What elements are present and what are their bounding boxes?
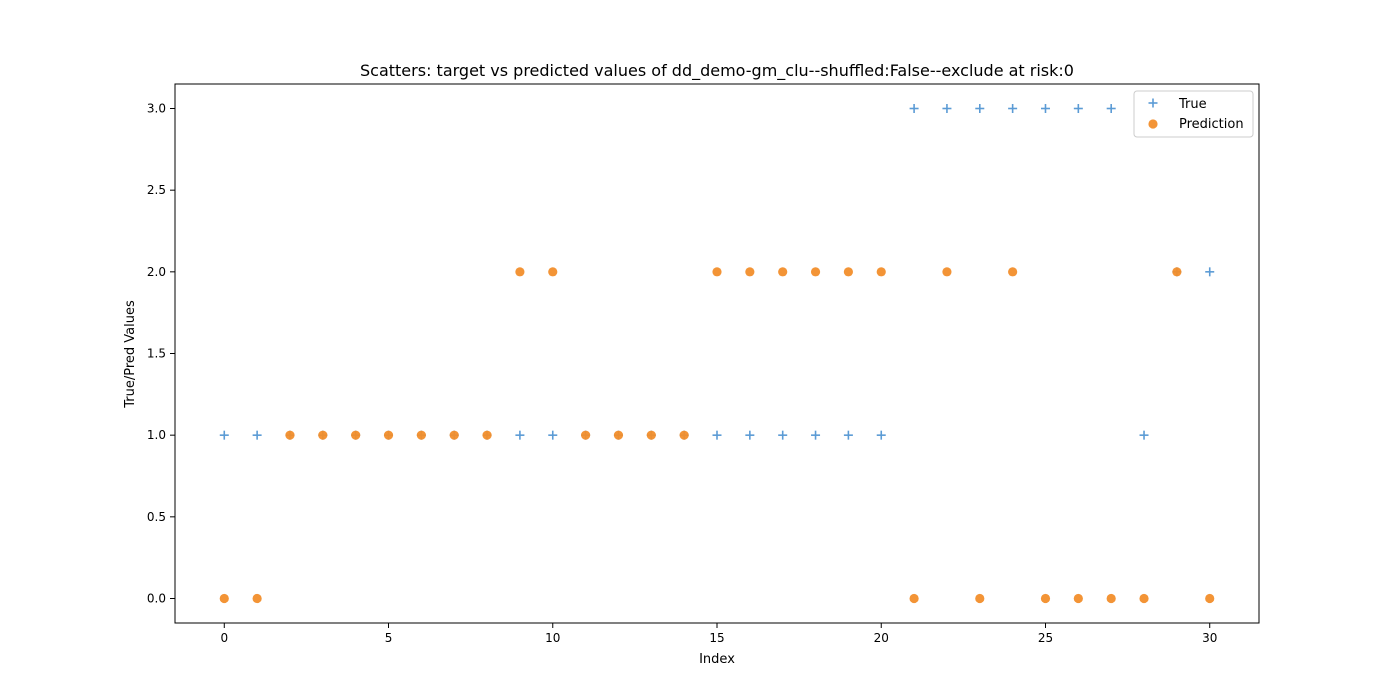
x-axis: 0 5 10 15 20 25 30	[220, 623, 1217, 645]
true-point	[745, 430, 755, 440]
true-point	[843, 430, 853, 440]
prediction-point	[613, 430, 624, 440]
prediction-point	[285, 430, 295, 440]
prediction-point	[679, 430, 689, 440]
true-point	[548, 430, 558, 440]
prediction-point	[581, 430, 591, 440]
true-point	[1106, 104, 1116, 113]
plot-area	[174, 83, 1260, 624]
prediction-point	[745, 267, 755, 277]
prediction-point	[351, 430, 361, 440]
prediction-point	[383, 430, 394, 440]
prediction-point	[1073, 593, 1083, 604]
prediction-point	[1172, 267, 1182, 277]
true-point	[1008, 104, 1018, 113]
legend-label-prediction: Prediction	[1179, 117, 1244, 132]
y-axis: 0.0 0.5 1.0 1.5 2.0 2.5 3.0	[147, 102, 175, 606]
y-axis-label: True/Pred Values	[123, 300, 138, 409]
prediction-point	[318, 430, 328, 440]
prediction-point	[778, 267, 788, 277]
true-point	[909, 104, 919, 113]
x-tick-label: 10	[545, 631, 560, 645]
y-tick-label: 1.0	[147, 428, 166, 442]
prediction-point	[1040, 593, 1051, 604]
legend-plus-icon	[1148, 98, 1158, 108]
true-point	[1139, 430, 1149, 440]
true-point	[1073, 104, 1083, 113]
prediction-point	[219, 593, 229, 604]
prediction-point	[515, 267, 525, 277]
x-tick-label: 30	[1202, 631, 1217, 645]
true-point	[219, 430, 229, 440]
true-point	[876, 430, 886, 440]
y-tick-label: 0.5	[147, 510, 166, 524]
legend-marker-true	[1148, 98, 1158, 108]
series-prediction	[219, 267, 1215, 604]
prediction-point	[843, 267, 853, 277]
prediction-point	[942, 267, 952, 277]
prediction-point	[1139, 593, 1149, 604]
legend-label-true: True	[1178, 97, 1207, 112]
x-tick-label: 15	[709, 631, 724, 645]
true-point	[1040, 104, 1050, 113]
plot-frame	[174, 83, 1260, 624]
true-point	[975, 104, 985, 113]
prediction-point	[876, 267, 886, 277]
legend-box	[1133, 90, 1254, 138]
prediction-point	[646, 430, 656, 440]
prediction-point	[909, 593, 919, 604]
prediction-point	[1205, 593, 1215, 604]
x-tick-label: 20	[874, 631, 889, 645]
legend-circle-icon	[1148, 119, 1158, 129]
prediction-point	[449, 430, 459, 440]
prediction-point	[810, 267, 821, 277]
chart-title: Scatters: target vs predicted values of …	[360, 61, 1074, 81]
true-point	[515, 430, 525, 440]
y-tick-label: 2.5	[147, 183, 166, 197]
y-tick-label: 3.0	[147, 102, 166, 116]
prediction-point	[548, 267, 558, 277]
y-tick-label: 1.5	[147, 347, 166, 361]
legend-marker-prediction	[1148, 119, 1158, 129]
prediction-point	[1106, 593, 1116, 604]
true-point	[712, 430, 722, 440]
prediction-point	[975, 593, 985, 604]
prediction-point	[416, 430, 426, 440]
true-point	[252, 430, 262, 440]
x-tick-label: 25	[1038, 631, 1053, 645]
prediction-point	[252, 593, 262, 604]
legend: True Prediction	[1133, 90, 1254, 138]
prediction-point	[1008, 267, 1018, 277]
x-tick-label: 0	[220, 631, 228, 645]
prediction-point	[712, 267, 722, 277]
y-tick-label: 0.0	[147, 592, 166, 606]
true-point	[811, 430, 821, 440]
prediction-point	[482, 430, 492, 440]
y-tick-label: 2.0	[147, 265, 166, 279]
x-tick-label: 5	[385, 631, 393, 645]
true-point	[778, 430, 788, 440]
x-axis-label: Index	[699, 652, 735, 667]
true-point	[942, 104, 952, 113]
true-point	[1205, 267, 1215, 277]
